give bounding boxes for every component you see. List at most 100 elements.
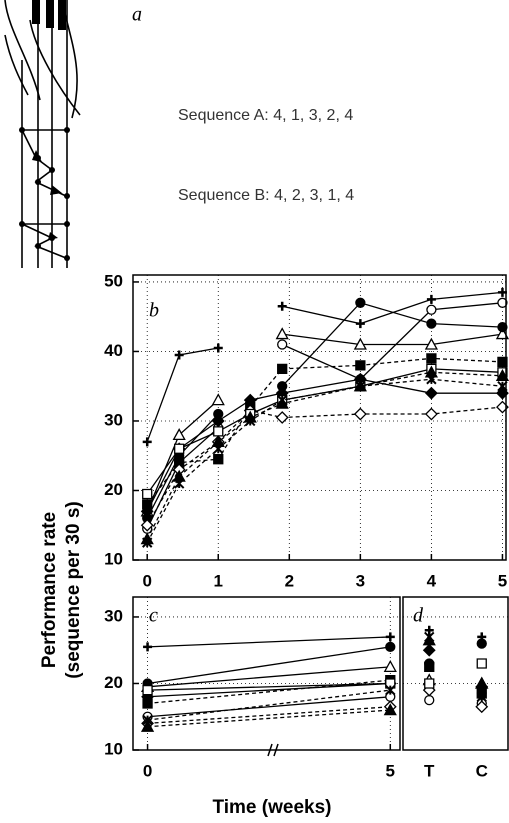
marker: [385, 632, 395, 642]
series-line: [147, 706, 391, 725]
marker: [143, 642, 153, 652]
marker: [172, 428, 186, 441]
marker: [476, 638, 487, 649]
marker: [497, 297, 508, 308]
marker: [140, 518, 154, 532]
panel-label: d: [413, 605, 424, 627]
series-line: [147, 696, 391, 718]
marker: [213, 443, 224, 454]
y-tick-label: 40: [104, 341, 123, 360]
x-tick-label: 5: [386, 761, 395, 780]
y-tick-label: 50: [104, 271, 123, 290]
marker: [275, 327, 289, 340]
x-tick-label: C: [476, 761, 488, 780]
x-axis-label: Time (weeks): [213, 797, 332, 818]
y-tick-label: 10: [104, 739, 123, 758]
marker: [142, 488, 153, 500]
panel-label: b: [149, 300, 159, 322]
series-line: [147, 709, 391, 728]
marker: [426, 353, 437, 364]
marker: [276, 394, 288, 406]
y-tick-label: 20: [104, 673, 123, 692]
plot-frame: [402, 596, 509, 751]
y-tick-label: 10: [104, 549, 123, 568]
marker: [142, 537, 153, 548]
marker: [424, 407, 438, 421]
y-axis-label: (sequence per 30 s): [63, 501, 84, 678]
marker: [424, 386, 438, 400]
series-line: [146, 333, 503, 512]
marker: [243, 393, 257, 407]
marker: [385, 641, 396, 653]
y-tick-label: 20: [104, 480, 123, 499]
marker: [383, 703, 397, 716]
series-line: [146, 368, 503, 495]
marker: [424, 631, 435, 643]
marker: [174, 457, 185, 468]
marker: [476, 691, 487, 702]
marker: [426, 318, 437, 329]
marker: [213, 343, 223, 353]
marker: [355, 360, 366, 371]
series-line: [147, 666, 391, 688]
plot-frame: [132, 274, 507, 561]
marker: [476, 658, 487, 669]
x-tick-label: 0: [143, 761, 152, 780]
marker: [497, 356, 508, 368]
x-tick-label: 4: [427, 571, 437, 590]
marker: [424, 678, 435, 689]
marker: [140, 504, 154, 518]
marker: [353, 407, 367, 421]
marker: [385, 678, 396, 689]
x-tick-label: T: [424, 761, 435, 780]
x-tick-label: 2: [285, 571, 294, 590]
marker: [426, 304, 437, 315]
marker: [424, 337, 438, 350]
series-line: [147, 682, 391, 691]
series-line: [147, 682, 391, 698]
marker: [426, 374, 437, 385]
panel-label: c: [149, 605, 158, 627]
series-line: [146, 357, 503, 505]
marker: [475, 700, 489, 714]
x-tick-label: 3: [356, 571, 365, 590]
sequence-text: Sequence A: 4, 1, 3, 2, 4: [178, 107, 353, 124]
series-line: [147, 689, 391, 721]
marker: [475, 676, 489, 689]
marker: [426, 294, 436, 304]
marker: [383, 659, 397, 672]
marker: [277, 301, 287, 311]
sequence-text: Sequence B: 4, 2, 3, 1, 4: [178, 187, 354, 204]
y-tick-label: 30: [104, 410, 123, 429]
marker: [422, 643, 436, 657]
marker: [173, 478, 185, 489]
marker: [497, 321, 508, 333]
marker: [142, 684, 153, 696]
marker: [142, 437, 152, 447]
marker: [355, 381, 366, 392]
marker: [174, 443, 185, 454]
series-line: [146, 378, 503, 543]
marker: [424, 661, 435, 672]
marker: [355, 297, 366, 308]
series-line: [146, 406, 503, 526]
series-line: [147, 646, 391, 685]
plot-frame: [132, 596, 401, 751]
series-line: [146, 371, 503, 540]
y-axis-label: Performance rate: [39, 512, 60, 668]
marker: [213, 426, 224, 437]
marker: [211, 393, 225, 406]
marker: [245, 415, 256, 427]
series-line: [147, 636, 391, 648]
marker: [355, 319, 365, 329]
x-tick-label: 1: [214, 571, 223, 590]
y-tick-label: 30: [104, 606, 123, 625]
marker: [277, 363, 288, 374]
marker: [142, 714, 153, 726]
marker: [174, 350, 184, 360]
marker: [140, 719, 155, 732]
marker: [495, 327, 509, 340]
marker: [213, 454, 224, 465]
marker: [275, 411, 289, 424]
